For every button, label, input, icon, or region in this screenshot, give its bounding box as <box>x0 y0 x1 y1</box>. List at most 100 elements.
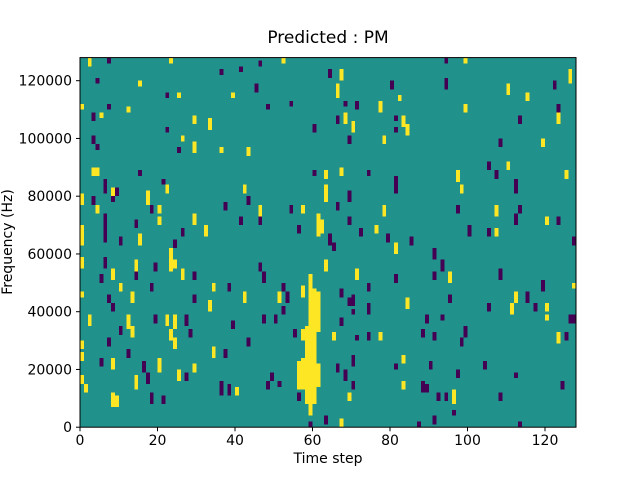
x-tick-label: 60 <box>304 433 322 449</box>
heatmap-cell <box>510 303 514 315</box>
heatmap-cell <box>506 83 511 96</box>
heatmap-cell <box>335 201 340 211</box>
heatmap-cell <box>498 138 503 148</box>
heatmap-cell <box>347 297 352 306</box>
heatmap-cell <box>138 170 142 176</box>
heatmap-cell <box>556 112 561 125</box>
heatmap-cell <box>432 271 437 280</box>
heatmap-cell <box>572 314 576 324</box>
heatmap-cell <box>266 103 270 110</box>
heatmap-cell <box>204 225 208 237</box>
heatmap-cell <box>262 271 266 283</box>
heatmap-cell <box>165 126 170 133</box>
heatmap-cell <box>184 372 189 381</box>
heatmap-cell <box>440 259 445 272</box>
heatmap-cell <box>320 219 325 234</box>
x-axis-ticks: 0 20 40 60 80 100 120 <box>76 427 558 449</box>
heatmap-cell <box>541 138 545 148</box>
heatmap-cell <box>176 147 181 153</box>
heatmap-cell <box>87 57 92 67</box>
heatmap-cell <box>343 100 348 107</box>
heatmap-cell <box>95 144 100 150</box>
heatmap-cells <box>80 57 576 428</box>
heatmap-cell <box>366 331 371 341</box>
heatmap-cell <box>393 184 398 194</box>
heatmap-cell <box>366 170 371 176</box>
heatmap-cell <box>293 329 297 338</box>
heatmap-cell <box>459 337 464 347</box>
heatmap-cell <box>506 161 511 171</box>
heatmap-cell <box>572 236 576 246</box>
heatmap-cell <box>231 320 235 330</box>
heatmap-cell <box>227 383 232 396</box>
y-tick-label: 120000 <box>19 74 72 90</box>
heatmap-cell <box>300 285 305 298</box>
heatmap-cell <box>409 236 414 246</box>
heatmap-cell <box>169 329 173 341</box>
heatmap-cell <box>440 314 445 321</box>
heatmap-cell <box>455 204 460 214</box>
heatmap-cell <box>312 170 317 176</box>
heatmap-cell <box>448 271 452 283</box>
heatmap-cell <box>486 227 491 237</box>
heatmap-cell <box>111 303 115 312</box>
heatmap-cell <box>366 303 371 315</box>
heatmap-cell <box>107 57 111 64</box>
heatmap-cell <box>219 147 224 153</box>
heatmap-cell <box>494 227 499 237</box>
heatmap-cell <box>192 141 197 153</box>
heatmap-cell <box>80 256 84 269</box>
heatmap-cell <box>393 363 398 370</box>
heatmap-cell <box>103 184 108 194</box>
heatmap-cell <box>514 372 518 379</box>
heatmap-cell <box>428 360 433 370</box>
heatmap-cell <box>393 126 398 133</box>
heatmap-cell <box>351 294 356 306</box>
heatmap-cell <box>157 357 162 373</box>
heatmap-cell <box>130 291 135 304</box>
heatmap-cell <box>173 259 177 269</box>
heatmap-cell <box>111 187 115 197</box>
heatmap-cell <box>95 167 100 176</box>
y-axis-label: Frequency (Hz) <box>0 189 16 295</box>
heatmap-cell <box>149 204 154 214</box>
x-tick-label: 80 <box>381 433 399 449</box>
heatmap-cell <box>514 213 518 226</box>
heatmap-cell <box>246 196 251 205</box>
x-tick-label: 40 <box>226 433 244 449</box>
heatmap-cell <box>316 291 321 332</box>
heatmap-cell <box>316 213 321 237</box>
heatmap-cell <box>184 314 189 327</box>
heatmap-cell <box>138 80 142 87</box>
heatmap-cell <box>308 274 313 289</box>
heatmap-cell <box>382 135 387 145</box>
heatmap-cell <box>393 274 398 283</box>
heatmap-cell <box>560 381 565 390</box>
heatmap-cell <box>99 357 104 367</box>
heatmap-cell <box>80 291 84 298</box>
heatmap-cell <box>355 100 359 110</box>
heatmap-cell <box>545 216 549 226</box>
heatmap-cell <box>180 227 185 237</box>
heatmap-cell <box>393 115 398 122</box>
heatmap-cell <box>452 389 456 405</box>
heatmap-cell <box>192 363 197 373</box>
heatmap-cell <box>211 282 216 292</box>
heatmap-cell <box>452 409 456 416</box>
heatmap-cell <box>347 135 352 145</box>
heatmap-cell <box>390 80 394 90</box>
heatmap-cell <box>173 314 177 330</box>
heatmap-cell <box>254 83 259 93</box>
heatmap-cell <box>176 92 181 99</box>
x-tick-label: 20 <box>149 433 167 449</box>
heatmap-cell <box>107 294 111 304</box>
heatmap-cell <box>165 184 170 194</box>
heatmap-cell <box>525 291 530 304</box>
heatmap-cell <box>153 314 158 324</box>
heatmap-cell <box>246 337 251 347</box>
heatmap-cell <box>324 170 328 179</box>
heatmap-cell <box>359 227 363 237</box>
heatmap-cell <box>347 392 352 402</box>
heatmap-cell <box>157 216 162 226</box>
